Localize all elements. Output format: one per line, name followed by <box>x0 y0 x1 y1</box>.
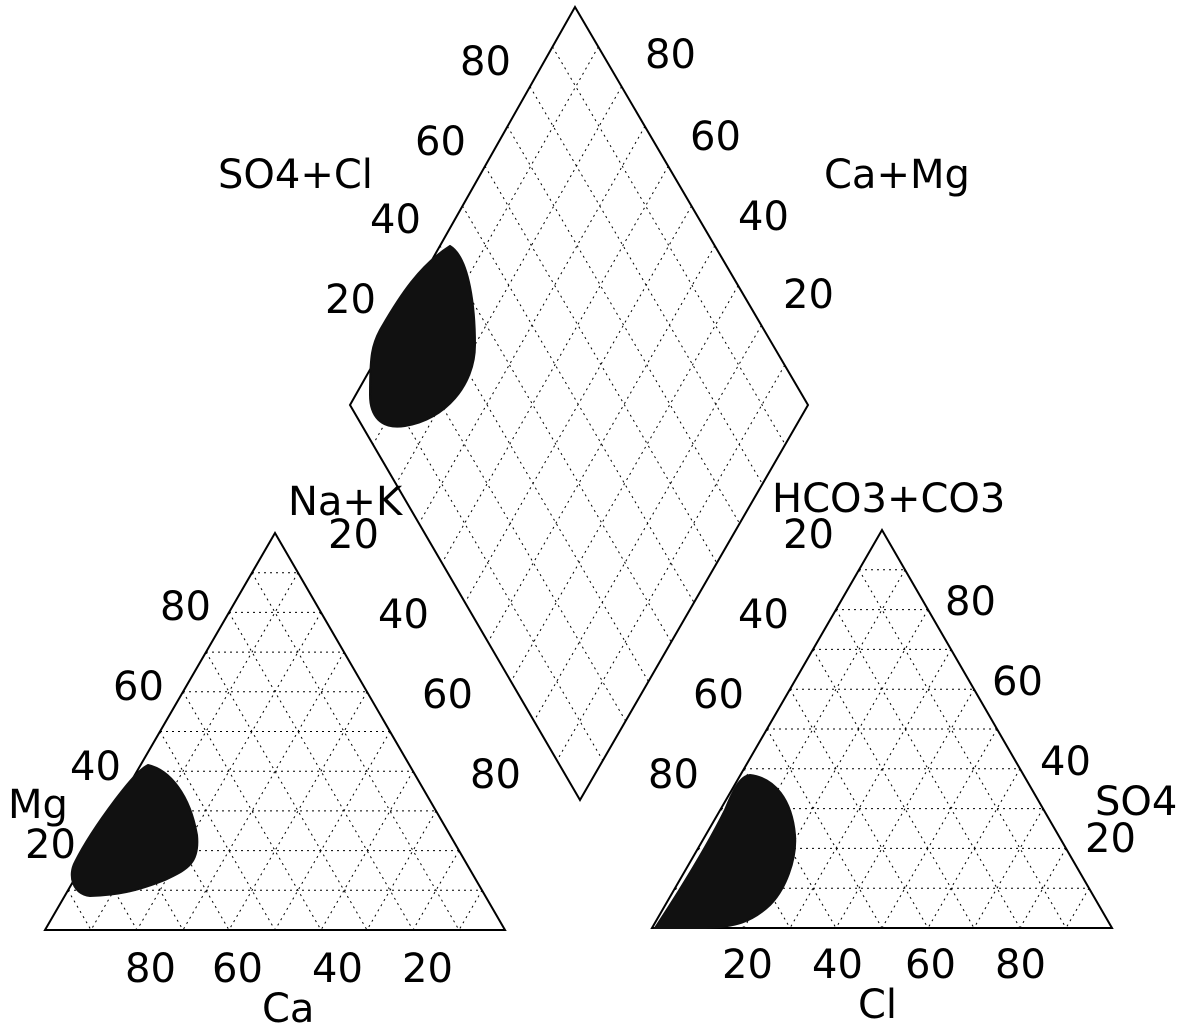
diamond-right-tick: 40 <box>738 194 789 240</box>
anion-bottom-tick: 80 <box>995 942 1046 988</box>
cation-bottom-tick: 40 <box>312 946 363 992</box>
anion-triangle <box>650 528 1114 929</box>
grid-line <box>487 245 716 643</box>
grid-line <box>182 651 345 931</box>
grid-line <box>835 609 1021 929</box>
grid-line <box>720 808 791 929</box>
cation-bottom-tick: 80 <box>125 946 176 992</box>
grid-line <box>789 649 952 929</box>
diamond-grid <box>372 46 786 761</box>
cation-grid <box>67 572 483 931</box>
grid-line <box>372 364 604 761</box>
anion-right-tick: 40 <box>1040 739 1091 785</box>
grid-line <box>1065 887 1090 929</box>
grid-line <box>835 688 975 929</box>
diamond-left-axis-label: SO4+Cl <box>218 152 373 198</box>
grid-line <box>812 649 975 929</box>
cation-left-tick: 20 <box>25 822 76 868</box>
grid-line <box>418 126 646 524</box>
grid-line <box>228 612 414 931</box>
diamond-sample-cluster <box>368 244 477 428</box>
grid-line <box>510 285 739 682</box>
grid-line <box>366 810 437 931</box>
cation-triangle <box>43 531 507 931</box>
diamond-left-tick: 80 <box>460 39 511 85</box>
anion-left-tick: 80 <box>648 752 699 798</box>
diamond-left-tick: 40 <box>370 197 421 243</box>
grid-line <box>458 890 483 931</box>
cation-left-corner-label: Mg <box>8 782 68 828</box>
grid-line <box>274 731 391 931</box>
grid-line <box>136 612 322 931</box>
cation-left-tick: 80 <box>160 584 211 630</box>
cation-right-tick: 80 <box>470 752 521 798</box>
anion-right-tick: 60 <box>992 659 1043 705</box>
diamond-right-tick: 80 <box>645 32 696 78</box>
grid-line <box>205 651 368 931</box>
anion-bottom-tick: 60 <box>905 942 956 988</box>
anion-right-corner-label: SO4 <box>1095 779 1177 825</box>
cation-triangle-outline <box>43 531 507 931</box>
anion-bottom-tick: 40 <box>812 942 863 988</box>
anion-left-tick: 40 <box>738 592 789 638</box>
grid-line <box>394 325 627 722</box>
diamond-right-tick: 20 <box>783 272 834 318</box>
grid-line <box>973 808 1044 929</box>
grid-line <box>441 165 669 564</box>
cation-right-tick: 60 <box>422 672 473 718</box>
cation-bottom-tick: 60 <box>212 946 263 992</box>
diamond-left-tick: 60 <box>415 119 466 165</box>
anion-sample-cluster <box>653 773 797 929</box>
grid-line <box>881 728 998 929</box>
grid-line <box>507 126 741 524</box>
cation-right-tick: 40 <box>378 592 429 638</box>
anion-top-label: HCO3+CO3 <box>772 476 1005 522</box>
diamond-left-tick: 20 <box>325 277 376 323</box>
diamond-right-tick: 60 <box>690 114 741 160</box>
cation-sample-cluster <box>70 763 199 898</box>
grid-line <box>556 364 786 761</box>
grid-line <box>552 46 786 445</box>
cation-left-tick: 40 <box>70 744 121 790</box>
grid-line <box>417 285 649 682</box>
cation-left-tick: 60 <box>113 664 164 710</box>
grid-line <box>484 165 718 564</box>
anion-left-tick: 20 <box>783 512 834 558</box>
anion-right-tick: 20 <box>1085 816 1136 862</box>
anion-triangle-outline <box>650 528 1114 929</box>
anion-bottom-axis-label: Cl <box>858 982 897 1028</box>
cation-right-tick: 20 <box>328 512 379 558</box>
cation-bottom-tick: 20 <box>402 946 453 992</box>
diamond-plot <box>348 4 810 802</box>
anion-right-tick: 80 <box>945 579 996 625</box>
diamond-right-axis-label: Ca+Mg <box>824 152 970 198</box>
grid-line <box>464 205 692 603</box>
grid-line <box>228 691 368 931</box>
anion-left-tick: 60 <box>693 672 744 718</box>
cation-top-label: Na+K <box>288 479 404 525</box>
grid-line <box>372 46 599 445</box>
grid-line <box>766 728 883 929</box>
grid-line <box>113 810 184 931</box>
cation-bottom-axis-label: Ca <box>262 986 314 1029</box>
grid-line <box>533 325 762 722</box>
grid-line <box>159 731 276 931</box>
grid-line <box>67 890 92 931</box>
grid-line <box>439 245 672 643</box>
anion-bottom-tick: 20 <box>722 942 773 988</box>
